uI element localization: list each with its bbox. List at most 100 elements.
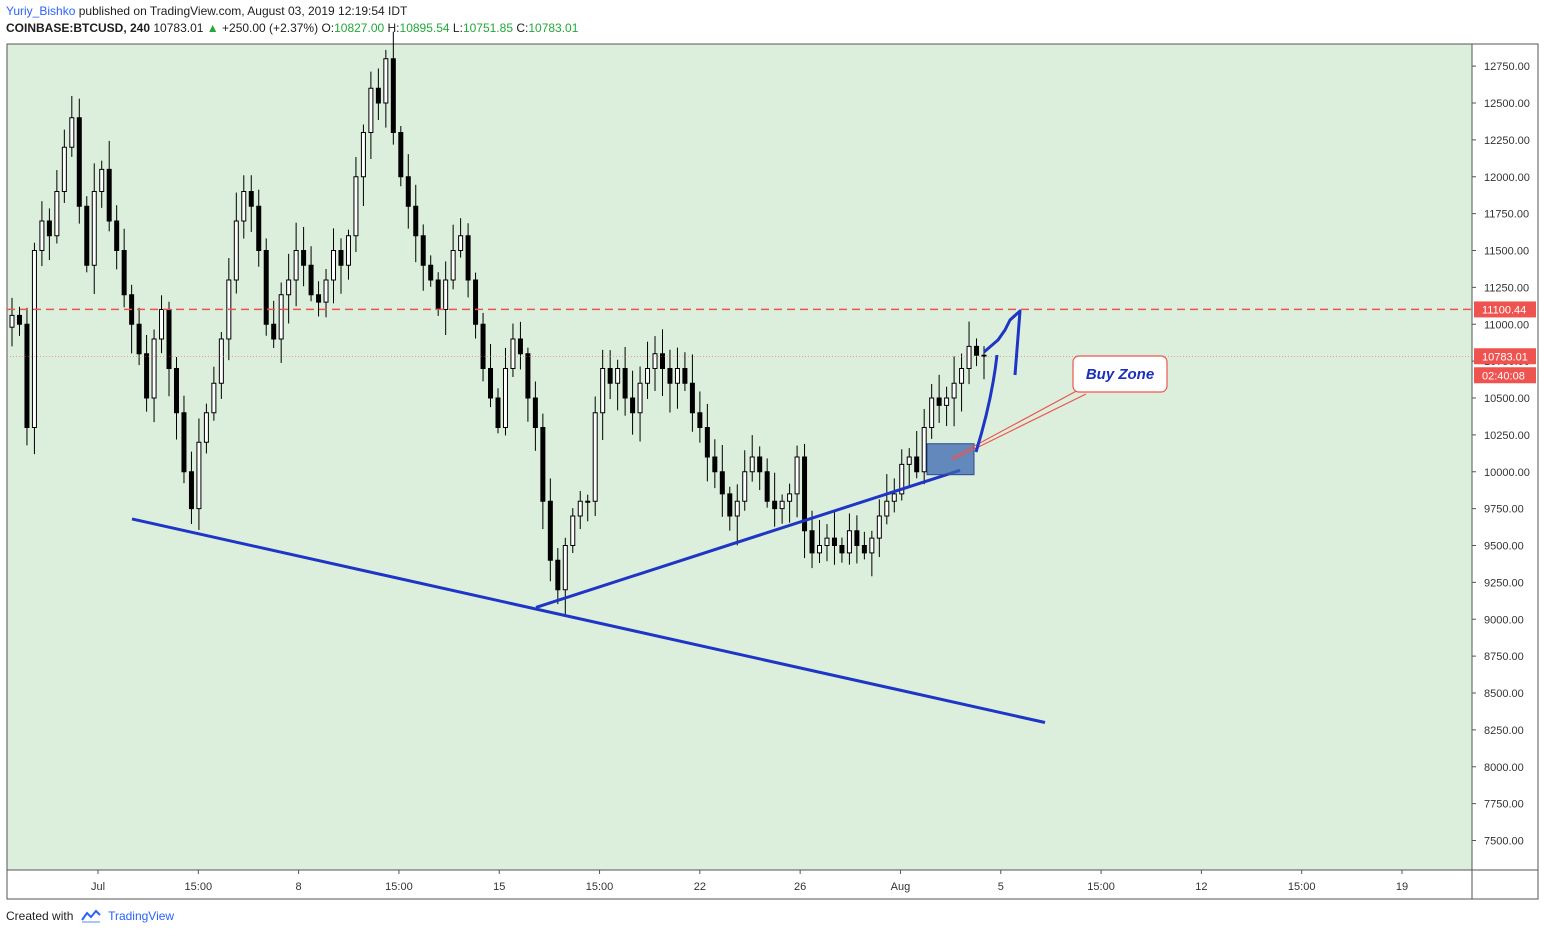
candle-body [450,250,456,281]
candle-body [91,191,97,266]
candle-body [465,235,471,281]
candle-body [749,456,755,473]
price-tags: 11100.44 10783.01 02:40:08 [1474,301,1536,384]
candle-body [689,382,695,414]
tradingview-brand-link[interactable]: TradingView [108,909,175,923]
candle-body [622,368,628,399]
time-tick-label: 15:00 [185,881,213,893]
time-axis[interactable]: Jul 15:00 8 15:00 15 15:00 22 26 Aug 5 15:00 12 15:0… [91,870,1408,893]
candle-body [697,412,703,428]
candle-body [839,545,845,554]
plot-area[interactable] [7,44,1472,870]
price-tick-label: 12250.00 [1484,135,1530,147]
candle-body [114,220,120,251]
candle-body [667,368,673,384]
candle-body [869,537,875,554]
time-tick-label: 15:00 [385,881,413,893]
candle-body [16,314,22,325]
candle-body [532,397,538,428]
time-tick-label: 15:00 [586,881,614,893]
candle-body [944,397,950,406]
candle-body [772,500,778,510]
price-tick-label: 7500.00 [1484,836,1524,848]
close-value: 10783.01 [528,21,579,35]
candle-body [824,537,830,546]
candle-body [69,117,75,148]
candle-body [787,493,793,502]
time-tick-label: 19 [1396,881,1408,893]
price-tick-label: 10250.00 [1484,430,1530,442]
current-price-tag: 10783.01 [1482,351,1528,363]
candle-body [525,353,531,399]
candle-body [831,537,837,546]
time-tick-label: 5 [998,881,1004,893]
candle-body [779,500,785,510]
candle-body [510,338,516,369]
candle-body [981,354,987,357]
candle-body [884,500,890,517]
candle-body [166,309,172,369]
candle-body [196,441,202,510]
candle-body [368,87,374,133]
candle-body [383,58,389,104]
candle-body [615,368,621,384]
candle-body [936,397,942,406]
time-tick-label: Jul [91,881,105,893]
candle-body [144,353,150,399]
projection-path [974,354,999,453]
candle-body [682,368,688,384]
price-tick-label: 12000.00 [1484,172,1530,184]
candle-body [331,250,337,281]
candle-body [630,397,636,414]
candle-body [203,412,209,443]
buy-zone-callout[interactable] [1072,355,1168,393]
candles-layer [9,31,987,617]
candle-body [577,500,583,517]
candle-body [443,279,449,310]
candle-body [271,323,277,340]
candle-body [899,463,905,495]
price-tick-label: 10000.00 [1484,467,1530,479]
candle-body [338,250,344,266]
published-text: published on TradingView.com, August 03,… [78,4,408,18]
candle-body [263,250,269,325]
candle-body [345,235,351,266]
candle-body [757,456,763,473]
candle-body [151,338,157,399]
candle-body [435,279,441,310]
candle-body [846,530,852,554]
candle-body [173,368,179,414]
candle-body [570,515,576,546]
price-tick-label: 9000.00 [1484,614,1524,626]
candle-body [929,397,935,428]
candle-body [99,168,105,192]
candle-body [876,515,882,539]
close-label: C: [516,21,529,35]
candle-body [241,191,247,222]
candle-body [674,368,680,384]
time-tick-label: 26 [794,881,806,893]
price-tick-label: 12500.00 [1484,98,1530,110]
candle-body [106,168,112,222]
candle-body [906,456,912,465]
candle-body [181,412,187,473]
up-arrow-icon: ▲ [206,21,219,35]
candle-body [817,545,823,554]
candle-body [659,353,665,369]
chart-frame [6,43,1539,900]
lower-trendline[interactable] [131,517,1046,724]
buy-zone-box[interactable] [926,443,975,476]
candle-body [286,279,292,296]
candle-body [734,500,740,517]
open-label: O: [321,21,335,35]
publish-info: Yuriy_Bishko published on TradingView.co… [6,4,407,18]
rising-trendline[interactable] [535,468,961,609]
price-axis[interactable]: 12750.00 12500.00 12250.00 12000.00 11750.00… [1472,61,1530,848]
callout-pointer-a [951,387,1083,459]
candle-body [600,368,606,414]
price-tick-label: 8250.00 [1484,725,1524,737]
author-link[interactable]: Yuriy_Bishko [6,4,76,18]
candle-body [405,176,411,207]
candle-body [278,294,284,340]
